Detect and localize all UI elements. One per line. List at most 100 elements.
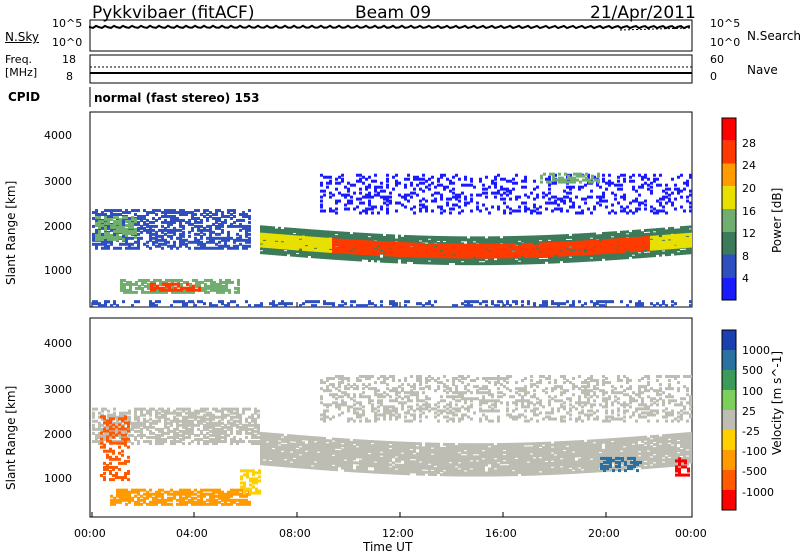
power-cell [314, 253, 317, 257]
power-cell [470, 240, 473, 244]
power-cell [155, 238, 158, 242]
power-cell [671, 242, 674, 246]
power-cell [464, 245, 467, 249]
power-cell [299, 252, 302, 256]
power-cell [410, 242, 413, 246]
power-cell [125, 216, 128, 220]
power-cell [570, 178, 573, 182]
power-cell [587, 252, 590, 256]
power-cell [608, 233, 611, 237]
power-cell [383, 243, 386, 247]
power-cell [632, 239, 635, 243]
power-cell [237, 286, 240, 290]
power-cell [488, 185, 491, 189]
power-cell [479, 258, 482, 262]
power-cell [689, 205, 692, 209]
power-cell [428, 302, 431, 306]
power-cell [557, 197, 560, 201]
power-cell [593, 205, 596, 209]
power-cell [476, 260, 479, 264]
power-cell [116, 213, 119, 217]
power-cell [554, 260, 557, 264]
power-cell [380, 181, 383, 185]
power-cell [434, 197, 437, 201]
power-cell [569, 199, 572, 203]
power-cell [155, 213, 158, 217]
power-cell [605, 300, 608, 304]
power-cell [557, 260, 560, 264]
power-cell [650, 191, 653, 195]
power-cell [494, 260, 497, 264]
power-cell [368, 302, 371, 306]
velocity-cell [266, 446, 269, 450]
velocity-cell [305, 447, 308, 451]
power-cell [245, 246, 248, 250]
power-cell [350, 257, 353, 261]
power-cell [266, 229, 269, 233]
power-cell [371, 207, 374, 211]
power-cell [506, 189, 509, 193]
power-cell [680, 205, 683, 209]
power-cell [368, 252, 371, 256]
power-cell [665, 240, 668, 244]
power-cell [470, 249, 473, 253]
power-cell [578, 237, 581, 241]
power-cell [434, 300, 437, 304]
power-cell [179, 222, 182, 226]
power-cell [104, 226, 107, 230]
power-cell [446, 253, 449, 257]
power-cell [650, 245, 653, 249]
power-cell [350, 195, 353, 199]
velocity-cell [326, 455, 329, 459]
velocity-cell [344, 444, 347, 448]
power-cell [362, 240, 365, 244]
power-cell [350, 201, 353, 205]
power-cell [143, 209, 146, 213]
power-cell [567, 180, 570, 184]
power-cell [545, 234, 548, 238]
power-cell [311, 238, 314, 242]
power-cell [422, 197, 425, 201]
power-cell [449, 249, 452, 253]
velocity-cell [320, 456, 323, 460]
power-cell [539, 248, 542, 252]
power-cell [512, 261, 515, 265]
power-cell [626, 243, 629, 247]
power-cell [578, 185, 581, 189]
power-cell [512, 187, 515, 191]
power-cell [656, 209, 659, 213]
power-cell [497, 262, 500, 266]
velocity-cell [284, 456, 287, 460]
power-cell [338, 257, 341, 261]
power-cell [572, 235, 575, 239]
power-cell [656, 230, 659, 234]
velocity-cell [302, 437, 305, 441]
power-cell [302, 247, 305, 251]
power-cell [233, 300, 236, 304]
velocity-cell [272, 443, 275, 447]
power-cell [131, 226, 134, 230]
power-cell [581, 240, 584, 244]
power-cell [683, 237, 686, 241]
power-cell [458, 247, 461, 251]
power-cell [500, 187, 503, 191]
power-cell [575, 195, 578, 199]
power-cell [131, 236, 134, 240]
power-cell [605, 257, 608, 261]
power-cell [245, 224, 248, 228]
power-cell [203, 246, 206, 250]
power-cell [350, 236, 353, 240]
power-cell [596, 243, 599, 247]
power-cell [617, 246, 620, 250]
power-cell [551, 209, 554, 213]
power-cell [368, 175, 371, 179]
power-cell [299, 250, 302, 254]
velocity-cell [320, 467, 323, 471]
power-cell [398, 238, 401, 242]
power-cell [347, 257, 350, 261]
power-cell [662, 246, 665, 250]
power-cell [137, 244, 140, 248]
power-cell [320, 199, 323, 203]
power-cell [191, 211, 194, 215]
power-cell [527, 244, 530, 248]
